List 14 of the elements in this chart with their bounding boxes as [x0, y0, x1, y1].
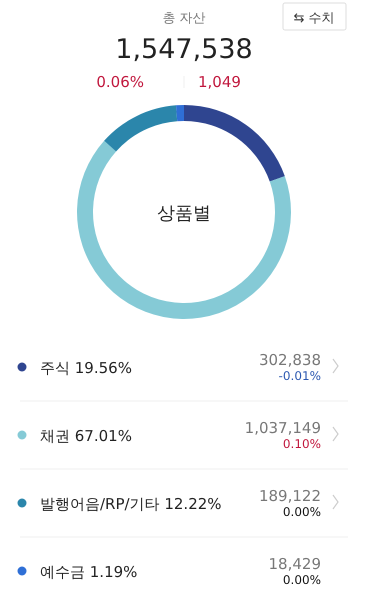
annotation: 0.00%	[282, 573, 321, 587]
annotation: 18,429	[268, 555, 321, 573]
annotation: 상품별	[157, 203, 211, 224]
annotation: 0.06%	[96, 73, 144, 91]
annotation: -0.01%	[278, 369, 321, 383]
annotation: 189,122	[258, 487, 321, 505]
annotation: 1,049	[198, 73, 241, 91]
title: 총 자산	[162, 11, 206, 26]
annotation: 0.00%	[282, 505, 321, 519]
annotation: 0.10%	[282, 437, 321, 451]
annotation: 302,838	[258, 351, 321, 369]
annotation: 1,037,149	[244, 419, 321, 437]
subtitle: 1,547,538	[115, 34, 253, 65]
annotation: ⇆ 수치	[293, 11, 335, 26]
